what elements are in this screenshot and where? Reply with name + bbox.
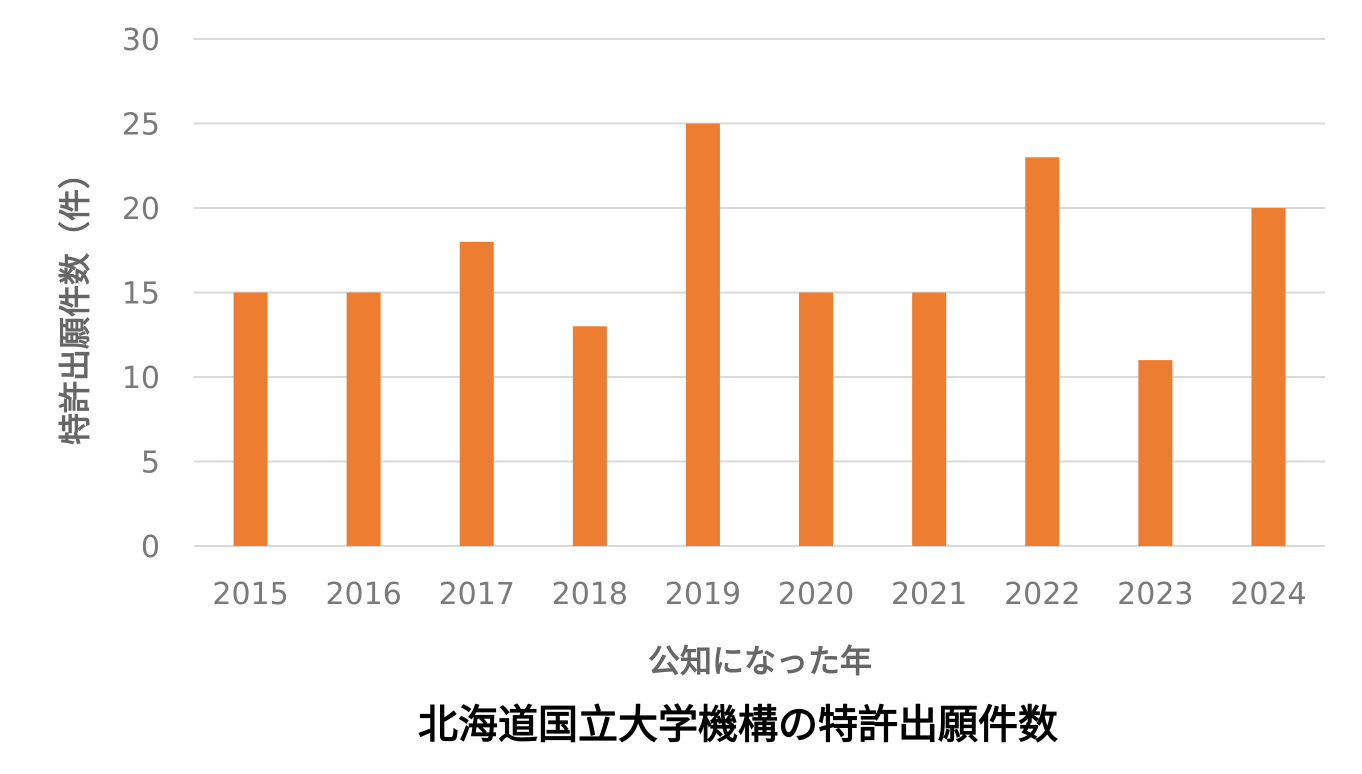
bar-2019 <box>685 123 720 546</box>
bar-2022 <box>1025 157 1060 547</box>
x-tick-label-2023: 2023 <box>1117 577 1193 612</box>
bars <box>233 123 1286 547</box>
y-tick-label: 10 <box>122 361 160 396</box>
y-tick-label: 5 <box>141 446 160 481</box>
x-axis-title: 公知になった年 <box>648 642 872 680</box>
x-tick-label-2021: 2021 <box>891 577 967 612</box>
y-tick-label: 20 <box>122 192 160 227</box>
x-tick-label-2020: 2020 <box>778 577 854 612</box>
bar-2020 <box>799 292 834 546</box>
x-tick-label-2016: 2016 <box>325 577 401 612</box>
chart-title: 北海道国立大学機構の特許出願件数 <box>418 702 1058 748</box>
bar-2016 <box>346 292 381 546</box>
x-tick-label-2022: 2022 <box>1004 577 1080 612</box>
bar-2023 <box>1138 360 1173 546</box>
x-tick-label-2019: 2019 <box>665 577 741 612</box>
x-tick-label-2024: 2024 <box>1230 577 1306 612</box>
y-axis-ticks: 0 5 10 15 20 25 30 <box>122 23 160 565</box>
y-tick-label: 25 <box>122 108 160 143</box>
bar-2015 <box>233 292 268 546</box>
bar-2024 <box>1251 208 1286 546</box>
x-tick-label-2015: 2015 <box>212 577 288 612</box>
x-tick-label-2017: 2017 <box>439 577 515 612</box>
y-tick-label: 0 <box>141 530 160 565</box>
y-tick-label: 15 <box>122 277 160 312</box>
bar-2021 <box>912 292 947 546</box>
bar-2018 <box>572 326 607 546</box>
gridlines <box>194 38 1325 547</box>
bar-2017 <box>459 241 494 547</box>
y-axis-title: 特許出願件数（件） <box>56 157 94 445</box>
x-tick-label-2018: 2018 <box>552 577 628 612</box>
x-axis-ticks: 2015 2016 2017 2018 2019 2020 2021 2022 2023 2024 <box>212 577 1306 612</box>
y-tick-label: 30 <box>122 23 160 58</box>
